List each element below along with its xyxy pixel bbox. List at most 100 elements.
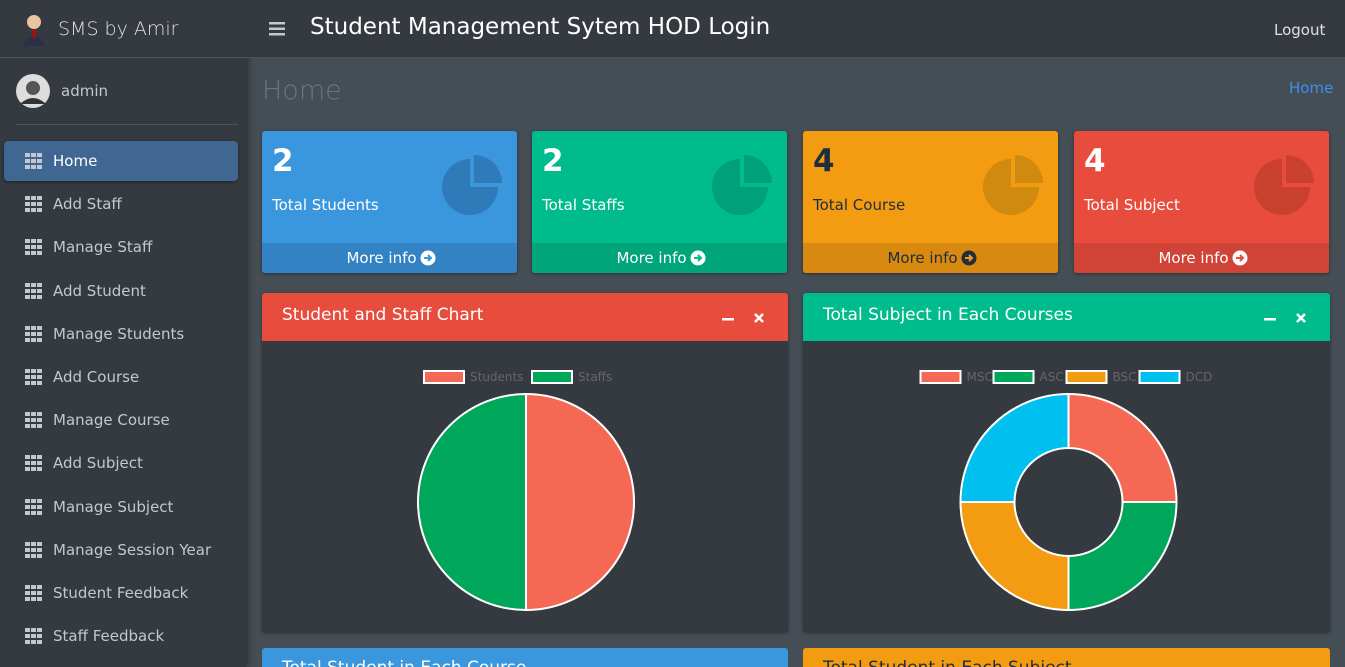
user-name[interactable]: admin (61, 82, 108, 100)
chart-panel: Student and Staff Chart Students Staffs (262, 293, 788, 632)
menu-item[interactable]: Staff Feedback (4, 616, 238, 656)
more-info-label[interactable]: More info (1158, 249, 1229, 267)
stat-label: Total Subject (1084, 196, 1180, 214)
stat-icon (712, 155, 772, 215)
legend-swatch (1138, 370, 1181, 384)
divider (16, 124, 238, 125)
collapse-button (1264, 318, 1276, 321)
menu-toggle[interactable] (269, 22, 285, 36)
menu-label[interactable]: Manage Subject (53, 497, 174, 516)
menu-item[interactable]: Manage Students (4, 314, 238, 354)
menu-item[interactable]: Add Course (4, 357, 238, 397)
arrow-icon (420, 250, 436, 266)
more-info-label[interactable]: More info (616, 249, 687, 267)
header-title: Student Management Sytem HOD Login (310, 14, 771, 40)
remove-button (1296, 313, 1306, 323)
stat-value: 4 (813, 143, 835, 179)
menu-item[interactable]: Student Feedback (4, 573, 238, 613)
stat-box: 4 Total Subject More info (1074, 131, 1329, 273)
icon-shape (712, 159, 768, 215)
menu-icon (25, 412, 43, 429)
menu-icon (25, 282, 43, 299)
legend-swatch (531, 370, 573, 384)
menu-item[interactable]: Add Subject (4, 443, 238, 483)
panel-header: Total Subject in Each Courses (803, 293, 1330, 341)
top-navbar: Student Management Sytem HOD Login Logou… (246, 0, 1345, 58)
menu-item[interactable]: Home (4, 141, 238, 181)
menu-label[interactable]: Add Course (53, 368, 140, 386)
legend-swatch (992, 370, 1035, 384)
panel-title: Total Subject in Each Courses (823, 305, 1073, 325)
arrow-icon (961, 250, 977, 266)
brand-name[interactable]: SMS by Amir (58, 18, 179, 40)
menu-icon (25, 455, 43, 472)
slice (959, 392, 1070, 503)
icon-shape (1254, 159, 1310, 215)
menu-label[interactable]: Add Staff (53, 195, 122, 214)
icon-shape (474, 155, 502, 183)
menu-item[interactable]: Manage Subject (4, 487, 238, 527)
legend-swatch (1065, 370, 1108, 384)
legend-label: MSC (967, 370, 993, 384)
menu-label[interactable]: Manage Students (53, 324, 185, 343)
menu-icon (25, 498, 43, 515)
stat-label: Total Students (272, 196, 379, 214)
divider (0, 57, 246, 58)
user-avatar (16, 74, 50, 108)
legend-swatch (919, 370, 962, 384)
more-info[interactable]: More info (1074, 243, 1329, 273)
stat-box: 2 Total Students More info (262, 131, 517, 273)
brand-logo (22, 15, 46, 46)
menu-item[interactable]: Add Staff (4, 184, 238, 224)
chart: MSC ASC BSC DCD (919, 370, 1213, 612)
stat-icon (1254, 155, 1314, 215)
menu-label[interactable]: Staff Feedback (53, 627, 165, 646)
chart: Students Staffs (417, 370, 635, 612)
stat-value: 2 (272, 143, 294, 179)
more-info-label[interactable]: More info (346, 249, 417, 267)
page-title: Home (262, 75, 342, 106)
stat-label: Total Course (813, 196, 906, 214)
more-info[interactable]: More info (262, 243, 517, 273)
slice (1067, 392, 1178, 503)
logout-link[interactable]: Logout (1274, 21, 1326, 39)
more-info-label[interactable]: More info (887, 249, 958, 267)
menu-label[interactable]: Manage Staff (53, 238, 153, 257)
slice (525, 392, 635, 612)
menu-item[interactable]: Add Student (4, 271, 238, 311)
stat-box: 2 Total Staffs More info (532, 131, 787, 273)
more-info[interactable]: More info (803, 243, 1058, 273)
menu-label[interactable]: Home (53, 152, 98, 170)
chart-panel: Total Subject in Each Courses MSC ASC BSC DC… (803, 293, 1330, 632)
icon-shape (423, 254, 432, 262)
menu-icon (25, 196, 43, 213)
legend-swatch (423, 370, 465, 384)
icon-shape (964, 254, 973, 262)
menu-icon (25, 369, 43, 385)
menu-item[interactable]: Manage Course (4, 400, 238, 440)
menu-icon (25, 541, 43, 558)
more-info[interactable]: More info (532, 243, 787, 273)
slice (417, 392, 527, 612)
panel-tools (722, 313, 764, 323)
panel-title: Total Student in Each Subject (823, 658, 1072, 667)
icon-shape (1286, 155, 1314, 183)
menu-label[interactable]: Add Student (53, 281, 146, 300)
breadcrumb[interactable]: Home (1289, 79, 1334, 97)
menu-item[interactable]: Manage Session Year (4, 530, 238, 570)
legend-label: Students (470, 370, 524, 384)
remove-button (754, 313, 764, 323)
legend-label: DCD (1186, 370, 1213, 384)
sidebar: SMS by Amir admin Home Add Staff Manage St… (0, 0, 246, 667)
menu-label[interactable]: Manage Session Year (53, 540, 212, 559)
legend-label: BSC (1113, 370, 1137, 384)
stat-value: 4 (1084, 143, 1106, 179)
menu-icon (25, 628, 43, 645)
menu-label[interactable]: Add Subject (53, 454, 143, 473)
stat-icon (442, 155, 502, 215)
menu-item[interactable]: Manage Staff (4, 227, 238, 267)
stat-icon (983, 155, 1043, 215)
menu-label[interactable]: Manage Course (53, 411, 170, 430)
menu-label[interactable]: Student Feedback (53, 584, 189, 602)
